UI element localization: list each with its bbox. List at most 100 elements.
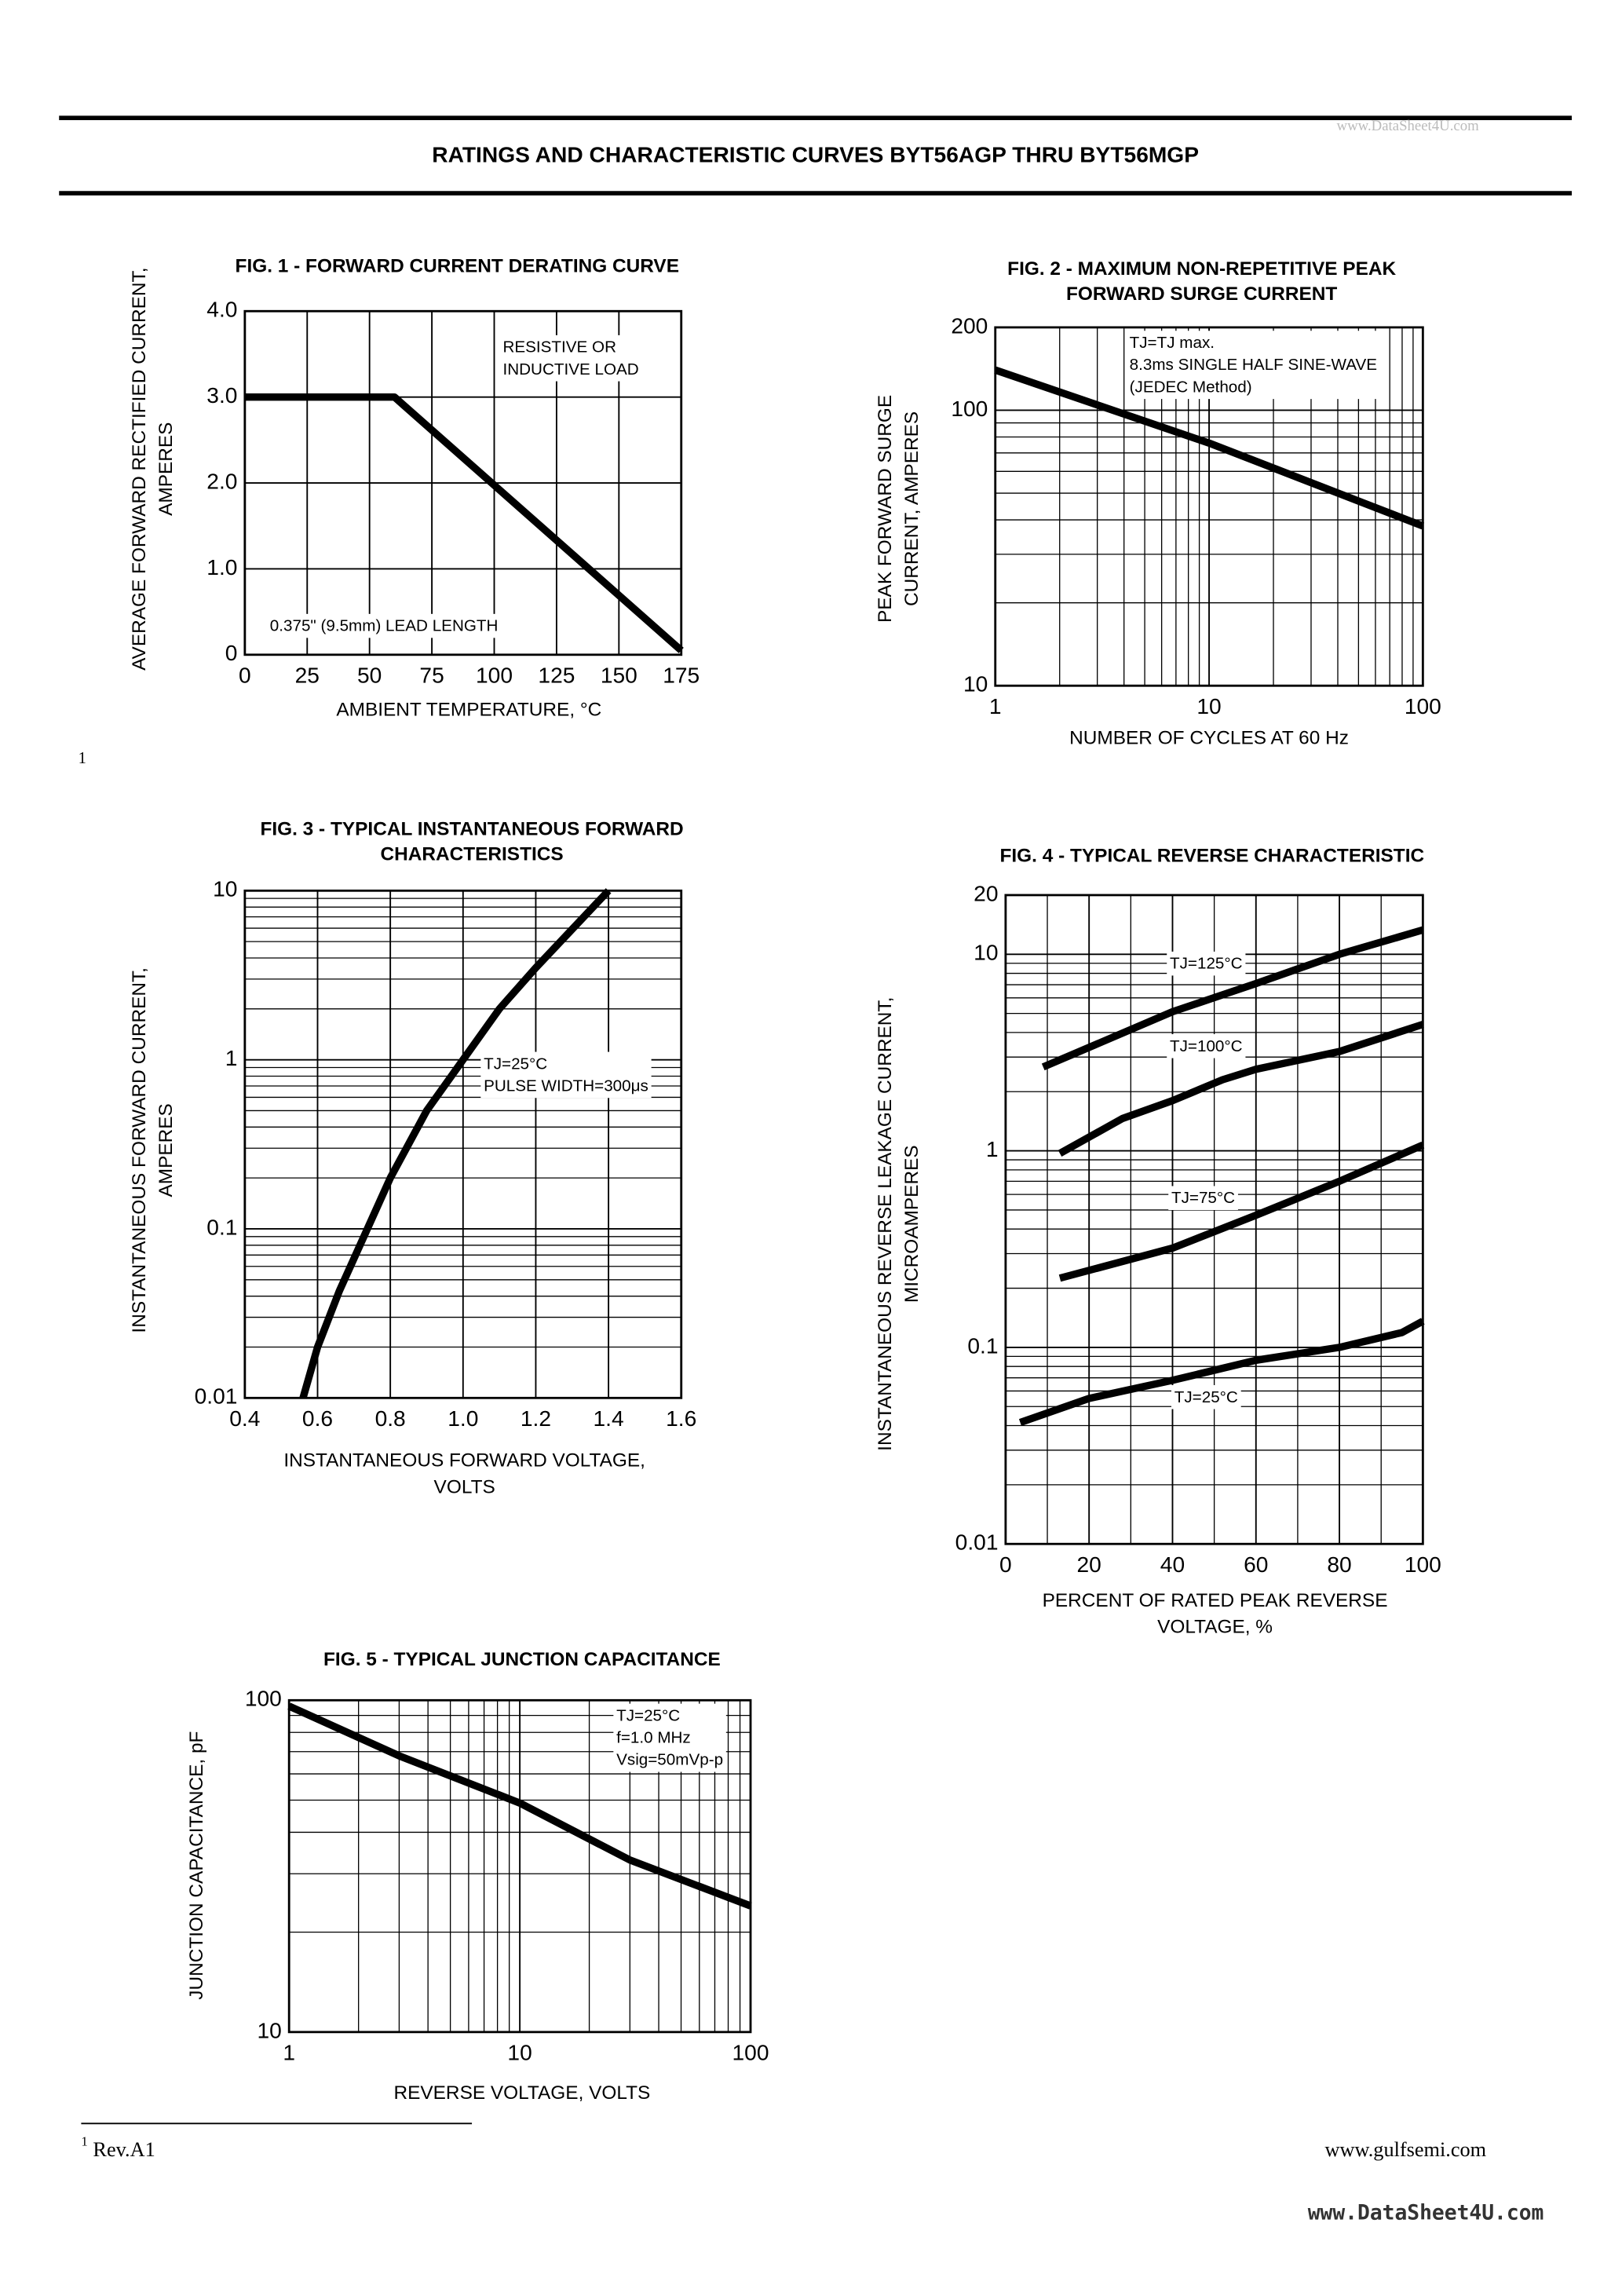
annotation: INDUCTIVE LOAD	[503, 360, 639, 378]
x-axis-label: VOLTS	[434, 1476, 495, 1497]
data-line	[1058, 1021, 1424, 1157]
annotation: Vsig=50mVp-p	[616, 1751, 723, 1769]
annotation: TJ=25°C	[616, 1706, 680, 1724]
plot-frame	[287, 1698, 752, 2034]
label-background	[613, 1703, 726, 1772]
x-tick-label: 60	[1244, 1552, 1268, 1577]
plot-frame	[243, 889, 683, 1399]
x-tick-label: 1	[283, 2040, 295, 2064]
x-tick-label: 100	[1405, 1552, 1441, 1577]
chart-title: FIG. 2 - MAXIMUM NON-REPETITIVE PEAK	[1007, 258, 1396, 280]
annotation: (JEDEC Method)	[1130, 378, 1252, 396]
x-tick-label: 1.2	[521, 1406, 551, 1431]
y-axis-label: MICROAMPERES	[901, 1145, 922, 1303]
annotation: 8.3ms SINGLE HALF SINE-WAVE	[1130, 356, 1377, 374]
x-tick-label: 75	[419, 663, 444, 687]
x-tick-label: 20	[1077, 1552, 1101, 1577]
x-tick-label: 100	[476, 663, 513, 687]
x-tick-label: 100	[1405, 694, 1441, 718]
series-label: TJ=25°C	[1174, 1388, 1238, 1406]
annotation: TJ=TJ max.	[1130, 334, 1215, 352]
plot-frame	[1004, 894, 1424, 1545]
x-tick-label: 50	[357, 663, 382, 687]
label-background	[499, 335, 642, 382]
x-tick-label: 10	[507, 2040, 532, 2064]
data-line	[1058, 1141, 1425, 1282]
label-background	[480, 1051, 652, 1099]
label-background	[1168, 1186, 1238, 1210]
label-background	[1171, 1385, 1241, 1409]
y-tick-label: 100	[245, 1687, 282, 1711]
y-axis-label: PEAK FORWARD SURGE	[875, 395, 896, 623]
y-tick-label: 0.1	[967, 1333, 998, 1358]
x-tick-label: 150	[601, 663, 637, 687]
x-tick-label: 40	[1160, 1552, 1185, 1577]
x-axis-label: VOLTAGE, %	[1157, 1617, 1273, 1638]
label-background	[1167, 951, 1246, 976]
annotation: PULSE WIDTH=300μs	[484, 1077, 648, 1095]
y-axis-label: JUNCTION CAPACITANCE, pF	[186, 1731, 207, 2000]
data-line	[287, 1702, 752, 1910]
y-axis-label: AVERAGE FORWARD RECTIFIED CURRENT,	[129, 267, 150, 670]
x-tick-label: 0.4	[229, 1406, 260, 1431]
x-tick-label: 1.0	[448, 1406, 478, 1431]
plot-frame	[243, 309, 683, 656]
series-label: TJ=100°C	[1170, 1037, 1243, 1055]
y-tick-label: 2.0	[206, 469, 237, 493]
data-line	[1018, 1318, 1425, 1426]
x-tick-label: 0.8	[375, 1406, 406, 1431]
header-watermark: www.DataSheet4U.com	[1337, 118, 1480, 134]
side-note: 1	[79, 750, 86, 767]
x-tick-label: 0	[999, 1552, 1012, 1577]
data-line	[1041, 926, 1424, 1071]
x-tick-label: 10	[1196, 694, 1221, 718]
y-tick-label: 1	[225, 1046, 238, 1070]
x-tick-label: 0	[239, 663, 251, 687]
y-tick-label: 10	[213, 877, 237, 901]
label-background	[1167, 1034, 1246, 1058]
annotation: TJ=25°C	[484, 1055, 547, 1073]
x-tick-label: 175	[663, 663, 700, 687]
y-tick-label: 10	[963, 672, 988, 696]
chart-title: FIG. 5 - TYPICAL JUNCTION CAPACITANCE	[323, 1649, 721, 1670]
y-axis-label: AMPERES	[155, 1103, 177, 1197]
x-axis-label: REVERSE VOLTAGE, VOLTS	[393, 2082, 650, 2104]
x-axis-label: AMBIENT TEMPERATURE, °C	[336, 700, 601, 721]
y-tick-label: 10	[257, 2018, 281, 2042]
data-line	[244, 393, 684, 653]
series-label: TJ=75°C	[1171, 1189, 1235, 1207]
x-tick-label: 0.6	[302, 1406, 333, 1431]
x-tick-label: 25	[295, 663, 320, 687]
y-axis-label: CURRENT, AMPERES	[901, 411, 922, 606]
x-tick-label: 1.6	[666, 1406, 696, 1431]
chart-title: FIG. 4 - TYPICAL REVERSE CHARACTERISTIC	[1000, 846, 1425, 867]
footer-website: www.gulfsemi.com	[1325, 2138, 1487, 2161]
x-tick-label: 125	[538, 663, 575, 687]
x-tick-label: 1	[989, 694, 1002, 718]
y-tick-label: 1	[986, 1137, 999, 1161]
annotation: RESISTIVE OR	[503, 338, 617, 356]
x-axis-label: NUMBER OF CYCLES AT 60 Hz	[1069, 727, 1349, 748]
footnote-text: Rev.A1	[93, 2138, 155, 2161]
chart-title: FIG. 1 - FORWARD CURRENT DERATING CURVE	[236, 255, 679, 276]
y-tick-label: 0.01	[955, 1530, 999, 1555]
data-line	[994, 366, 1425, 530]
chart-title: FORWARD SURGE CURRENT	[1066, 283, 1337, 305]
annotation: f=1.0 MHz	[616, 1729, 691, 1747]
y-tick-label: 100	[951, 397, 988, 421]
y-axis-label: INSTANTANEOUS REVERSE LEAKAGE CURRENT,	[875, 997, 896, 1451]
data-line	[299, 888, 612, 1399]
header-title: RATINGS AND CHARACTERISTIC CURVES BYT56A…	[432, 143, 1199, 167]
footnote-mark: 1	[81, 2134, 87, 2149]
x-axis-label: PERCENT OF RATED PEAK REVERSE	[1043, 1590, 1388, 1611]
y-axis-label: INSTANTANEOUS FORWARD CURRENT,	[129, 967, 150, 1333]
footer-watermark: www.DataSheet4U.com	[1308, 2201, 1544, 2225]
y-axis-label: AMPERES	[155, 422, 177, 516]
series-label: TJ=125°C	[1170, 955, 1243, 973]
x-tick-label: 1.4	[594, 1406, 624, 1431]
y-tick-label: 200	[951, 313, 988, 338]
label-background	[1126, 331, 1380, 400]
label-background	[267, 613, 502, 638]
